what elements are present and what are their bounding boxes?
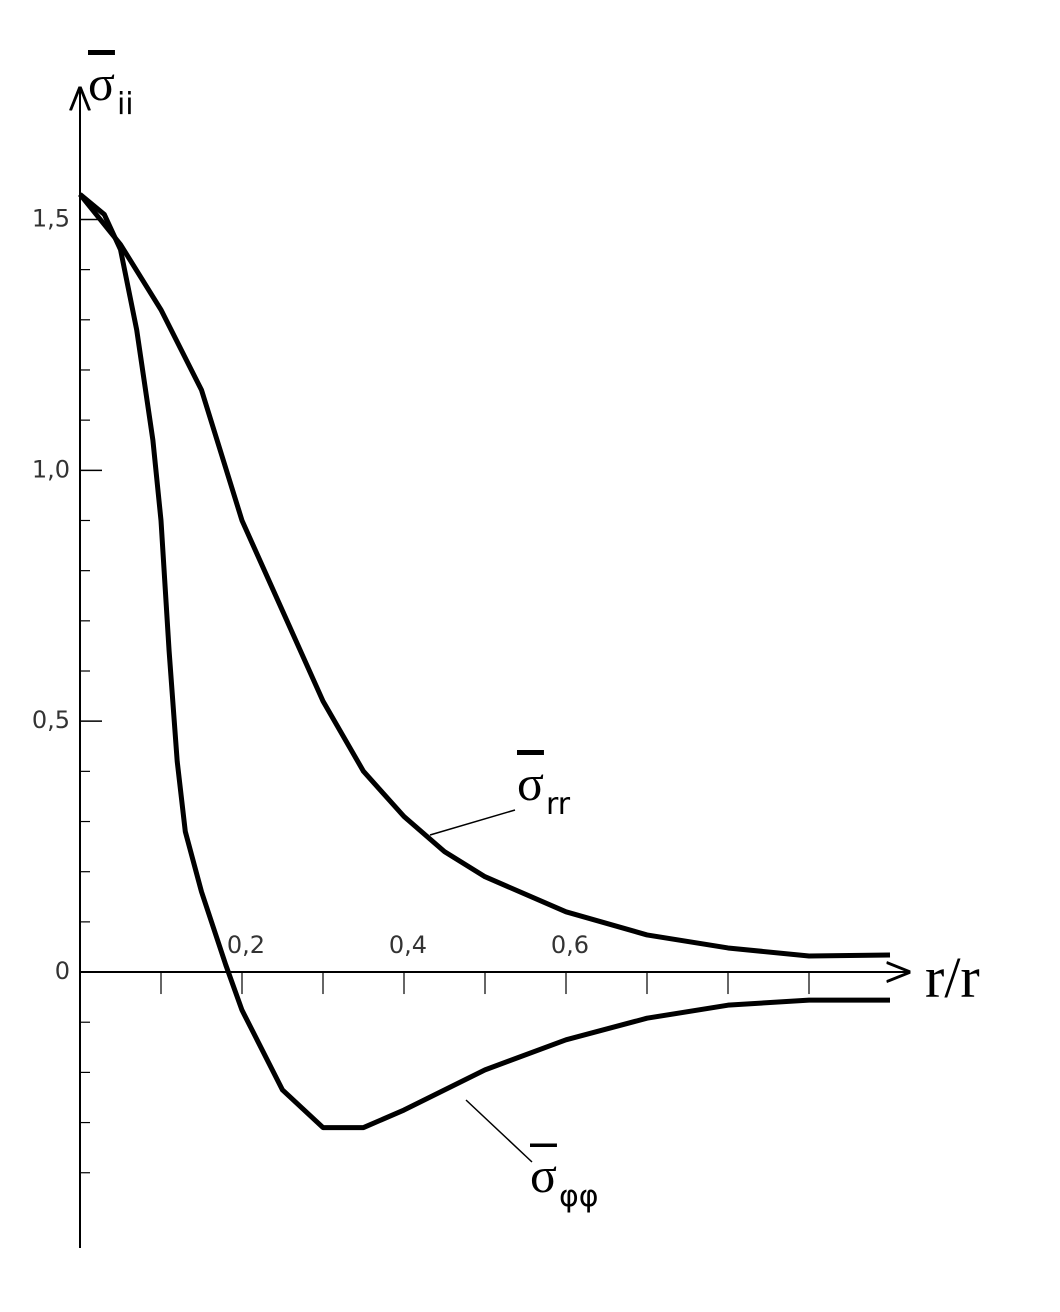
symbol: σ	[517, 755, 544, 811]
y-tick-label: 0	[55, 957, 70, 985]
leader-line	[465, 1099, 533, 1163]
subscript: ii	[117, 87, 134, 122]
x-tick-label: 0,2	[227, 931, 265, 959]
y-tick-label: 0,5	[32, 706, 70, 734]
y-axis-label: σii	[88, 55, 134, 122]
y-tick-label: 1,5	[32, 204, 70, 232]
y-tick-label: 1,0	[32, 455, 70, 483]
symbol: σ	[88, 55, 115, 111]
series-label: σφφ	[530, 1147, 599, 1214]
leader-line	[429, 809, 516, 836]
subscript: φφ	[559, 1179, 599, 1214]
x-tick-label: 0,4	[389, 931, 427, 959]
series-label: σrr	[517, 755, 571, 822]
line	[78, 192, 890, 1131]
x-tick-label: 0,6	[551, 931, 589, 959]
x-axis-label: r/r	[925, 945, 980, 1010]
line	[78, 192, 891, 959]
subscript: rr	[546, 787, 571, 822]
symbol: σ	[530, 1147, 557, 1203]
